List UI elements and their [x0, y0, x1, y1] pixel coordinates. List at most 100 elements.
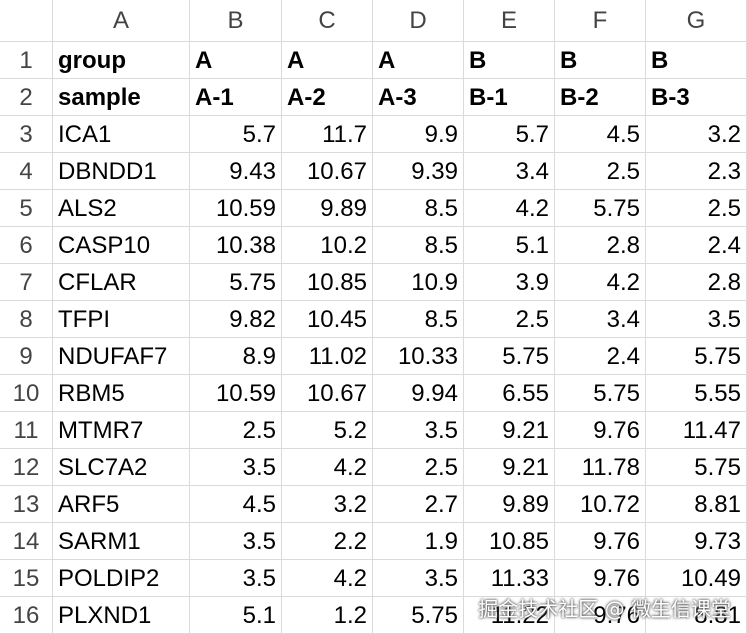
cell[interactable]: SARM1: [53, 523, 190, 560]
cell[interactable]: 3.4: [555, 301, 646, 338]
cell[interactable]: 8.81: [646, 486, 747, 523]
row-header[interactable]: 4: [0, 153, 53, 190]
row-header[interactable]: 11: [0, 412, 53, 449]
cell[interactable]: 2.2: [282, 523, 373, 560]
cell[interactable]: B-3: [646, 79, 747, 116]
cell[interactable]: 2.5: [464, 301, 555, 338]
column-header[interactable]: E: [464, 0, 555, 42]
cell[interactable]: 1.9: [373, 523, 464, 560]
cell[interactable]: 2.3: [646, 153, 747, 190]
cell[interactable]: 10.72: [555, 486, 646, 523]
column-header[interactable]: A: [53, 0, 190, 42]
cell[interactable]: 3.5: [190, 449, 282, 486]
cell[interactable]: 6.55: [464, 375, 555, 412]
cell[interactable]: 5.75: [464, 338, 555, 375]
row-header[interactable]: 13: [0, 486, 53, 523]
cell[interactable]: 11.33: [464, 560, 555, 597]
cell[interactable]: 9.43: [190, 153, 282, 190]
cell[interactable]: 3.5: [373, 560, 464, 597]
cell[interactable]: 10.59: [190, 375, 282, 412]
column-header[interactable]: D: [373, 0, 464, 42]
cell[interactable]: 8.5: [373, 190, 464, 227]
cell[interactable]: 10.45: [282, 301, 373, 338]
cell[interactable]: 10.2: [282, 227, 373, 264]
cell[interactable]: 3.4: [464, 153, 555, 190]
cell[interactable]: 3.5: [646, 301, 747, 338]
cell[interactable]: RBM5: [53, 375, 190, 412]
cell[interactable]: B: [464, 42, 555, 79]
cell[interactable]: 8.5: [373, 301, 464, 338]
cell[interactable]: 5.75: [555, 375, 646, 412]
cell[interactable]: 5.75: [555, 190, 646, 227]
cell[interactable]: 5.7: [464, 116, 555, 153]
row-header[interactable]: 9: [0, 338, 53, 375]
cell[interactable]: 9.21: [464, 412, 555, 449]
cell[interactable]: SLC7A2: [53, 449, 190, 486]
cell[interactable]: POLDIP2: [53, 560, 190, 597]
column-header[interactable]: G: [646, 0, 747, 42]
cell[interactable]: 8.9: [190, 338, 282, 375]
cell[interactable]: group: [53, 42, 190, 79]
row-header[interactable]: 10: [0, 375, 53, 412]
cell[interactable]: A: [282, 42, 373, 79]
cell[interactable]: 8.5: [373, 227, 464, 264]
cell[interactable]: 9.21: [464, 449, 555, 486]
cell[interactable]: NDUFAF7: [53, 338, 190, 375]
cell[interactable]: PLXND1: [53, 597, 190, 634]
cell[interactable]: 3.2: [282, 486, 373, 523]
cell[interactable]: 5.75: [190, 264, 282, 301]
row-header[interactable]: 7: [0, 264, 53, 301]
cell[interactable]: 5.1: [190, 597, 282, 634]
cell[interactable]: 4.5: [190, 486, 282, 523]
cell[interactable]: 9.82: [190, 301, 282, 338]
cell[interactable]: 10.33: [373, 338, 464, 375]
cell[interactable]: 1.2: [282, 597, 373, 634]
cell[interactable]: 9.73: [646, 523, 747, 560]
cell[interactable]: 9.76: [555, 560, 646, 597]
row-header[interactable]: 5: [0, 190, 53, 227]
cell[interactable]: 2.7: [373, 486, 464, 523]
cell[interactable]: 2.5: [373, 449, 464, 486]
cell[interactable]: 11.47: [646, 412, 747, 449]
cell[interactable]: 5.75: [373, 597, 464, 634]
cell[interactable]: 2.8: [555, 227, 646, 264]
cell[interactable]: A-2: [282, 79, 373, 116]
cell[interactable]: 3.9: [464, 264, 555, 301]
cell[interactable]: 4.2: [464, 190, 555, 227]
cell[interactable]: 10.9: [373, 264, 464, 301]
cell[interactable]: 3.5: [190, 523, 282, 560]
cell[interactable]: 9.76: [555, 523, 646, 560]
cell[interactable]: 4.2: [555, 264, 646, 301]
column-header[interactable]: B: [190, 0, 282, 42]
cell[interactable]: ICA1: [53, 116, 190, 153]
cell[interactable]: TFPI: [53, 301, 190, 338]
corner[interactable]: [0, 0, 53, 42]
cell[interactable]: B-2: [555, 79, 646, 116]
cell[interactable]: A-3: [373, 79, 464, 116]
cell[interactable]: 5.1: [464, 227, 555, 264]
cell[interactable]: 5.7: [190, 116, 282, 153]
cell[interactable]: 11.02: [282, 338, 373, 375]
cell[interactable]: 10.85: [282, 264, 373, 301]
cell[interactable]: 2.4: [646, 227, 747, 264]
row-header[interactable]: 16: [0, 597, 53, 634]
cell[interactable]: 11.7: [282, 116, 373, 153]
cell[interactable]: 2.5: [190, 412, 282, 449]
cell[interactable]: CASP10: [53, 227, 190, 264]
cell[interactable]: 10.59: [190, 190, 282, 227]
cell[interactable]: 5.75: [646, 338, 747, 375]
cell[interactable]: 2.5: [646, 190, 747, 227]
cell[interactable]: A: [373, 42, 464, 79]
column-header[interactable]: F: [555, 0, 646, 42]
cell[interactable]: 10.85: [464, 523, 555, 560]
row-header[interactable]: 12: [0, 449, 53, 486]
cell[interactable]: 9.94: [373, 375, 464, 412]
cell[interactable]: 9.76: [555, 412, 646, 449]
cell[interactable]: 5.2: [282, 412, 373, 449]
cell[interactable]: 2.8: [646, 264, 747, 301]
cell[interactable]: MTMR7: [53, 412, 190, 449]
row-header[interactable]: 2: [0, 79, 53, 116]
row-header[interactable]: 6: [0, 227, 53, 264]
cell[interactable]: 9.89: [464, 486, 555, 523]
cell[interactable]: 4.5: [555, 116, 646, 153]
